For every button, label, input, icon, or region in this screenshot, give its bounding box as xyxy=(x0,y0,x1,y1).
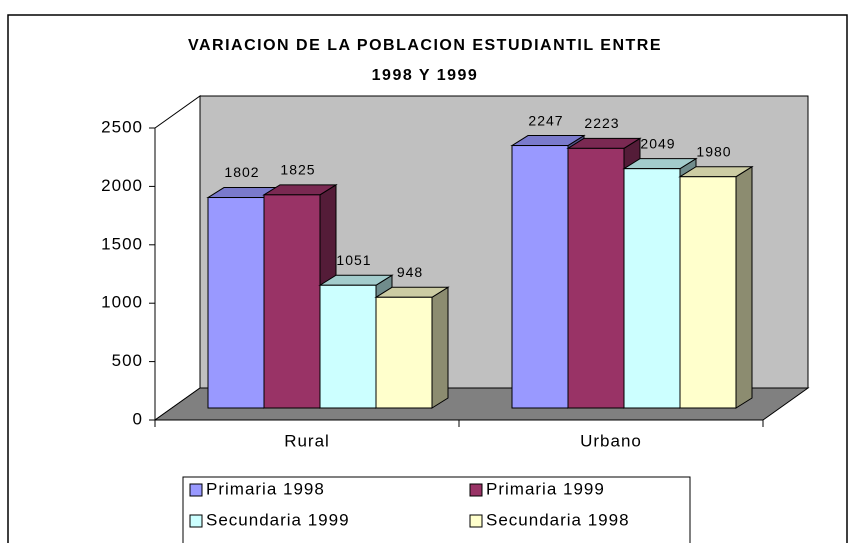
bar xyxy=(375,296,433,409)
chart-title: 1998 Y 1999 xyxy=(372,67,479,84)
legend xyxy=(182,476,691,548)
bar xyxy=(207,197,265,409)
bar-side xyxy=(431,286,449,409)
legend-label: Secundaria 1999 xyxy=(206,510,350,529)
data-label: 1051 xyxy=(336,252,371,268)
y-tick-label: 1500 xyxy=(101,234,143,253)
bar xyxy=(319,284,377,409)
data-label: 2247 xyxy=(528,112,563,128)
chart-title: VARIACION DE LA POBLACION ESTUDIANTIL EN… xyxy=(188,37,662,54)
y-tick-label: 500 xyxy=(112,351,143,370)
side-wall xyxy=(154,95,201,421)
legend-swatch xyxy=(469,483,483,497)
y-tick-label: 1000 xyxy=(101,293,143,312)
legend-swatch xyxy=(189,483,203,497)
y-tick-label: 0 xyxy=(133,409,143,428)
legend-swatch xyxy=(189,514,203,528)
legend-swatch xyxy=(469,514,483,528)
x-tick-label: Rural xyxy=(284,431,330,450)
bar xyxy=(263,194,321,409)
bar xyxy=(679,176,737,409)
bar xyxy=(623,168,681,409)
data-label: 1980 xyxy=(696,143,731,159)
data-label: 1825 xyxy=(280,162,315,178)
data-label: 948 xyxy=(397,264,423,280)
data-label: 1802 xyxy=(224,164,259,180)
legend-label: Primaria 1998 xyxy=(206,479,325,498)
y-tick-label: 2500 xyxy=(101,117,143,136)
legend-label: Primaria 1999 xyxy=(486,479,605,498)
bar xyxy=(511,145,569,409)
data-label: 2223 xyxy=(584,115,619,131)
y-tick-label: 2000 xyxy=(101,176,143,195)
bar-side xyxy=(735,165,753,409)
bar xyxy=(567,147,625,409)
data-label: 2049 xyxy=(640,135,675,151)
x-tick-label: Urbano xyxy=(580,431,642,450)
legend-label: Secundaria 1998 xyxy=(486,510,630,529)
